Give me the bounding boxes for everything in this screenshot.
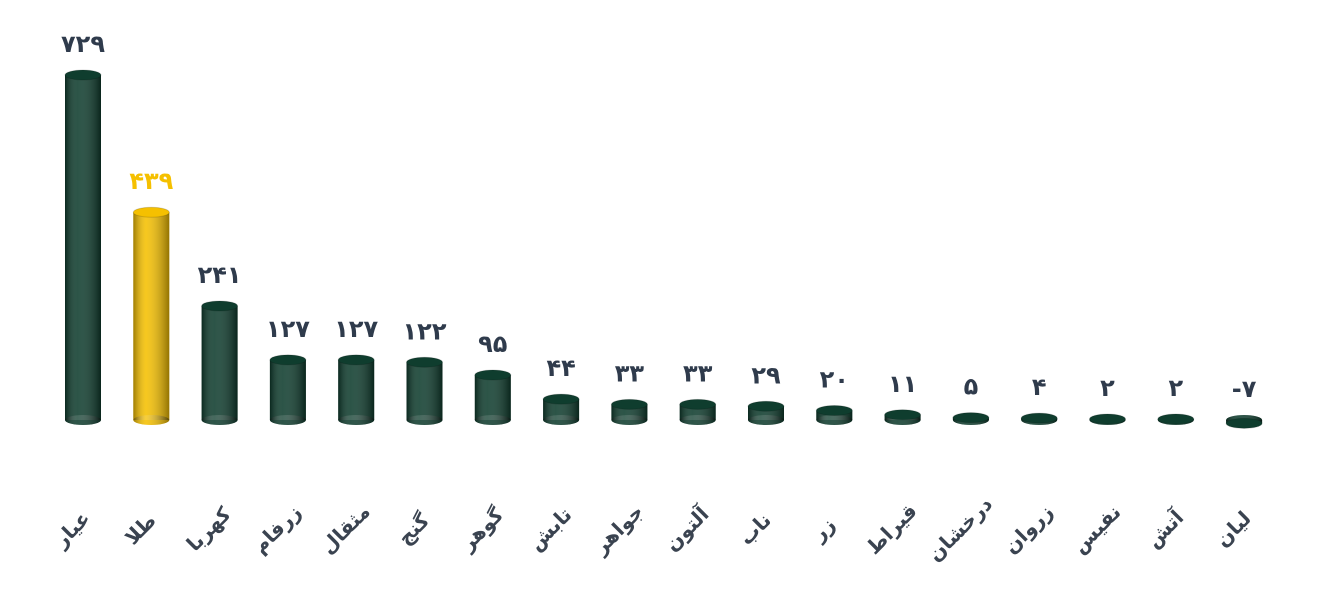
bar-shade bbox=[269, 359, 306, 420]
value-label: ۳۳ bbox=[683, 359, 713, 387]
bar-base-shade bbox=[748, 415, 784, 425]
bar-cap bbox=[1157, 413, 1195, 425]
value-label: ۲ bbox=[1100, 374, 1115, 402]
bar-base-shade bbox=[133, 415, 170, 425]
category-label: لیان bbox=[1210, 506, 1255, 551]
bar-base-shade bbox=[816, 415, 853, 425]
bar-cap bbox=[64, 69, 102, 81]
value-label: ۲ bbox=[1168, 374, 1183, 402]
bar-base-shade bbox=[543, 415, 580, 425]
bar-shade bbox=[474, 375, 511, 420]
bar-cap bbox=[747, 400, 785, 412]
bar-base-shade bbox=[406, 415, 443, 425]
value-label: ۴۳۹ bbox=[129, 167, 173, 195]
bar-base-shade bbox=[679, 415, 716, 425]
bar-shade bbox=[543, 399, 580, 420]
category-label: قیراط bbox=[861, 499, 921, 559]
category-label: زر bbox=[806, 512, 840, 546]
bar-cap bbox=[542, 393, 580, 405]
bar-cap bbox=[337, 354, 375, 366]
value-label: ۱۲۷ bbox=[266, 315, 310, 343]
bar-base-shade bbox=[201, 415, 238, 425]
bar-shade bbox=[406, 362, 443, 420]
bar-base-shade bbox=[474, 415, 511, 425]
bar-cap bbox=[679, 398, 717, 410]
bar-cap bbox=[1225, 417, 1263, 429]
bar-cap bbox=[1020, 412, 1058, 424]
bar-cap bbox=[952, 412, 990, 424]
value-label: ۹۵ bbox=[478, 330, 507, 358]
bar-base-shade bbox=[269, 415, 306, 425]
value-label: ۱۲۷ bbox=[334, 315, 378, 343]
category-label: آتش bbox=[1140, 504, 1189, 553]
bar-base-shade bbox=[338, 415, 375, 425]
bar-cap bbox=[201, 300, 239, 312]
category-label: عیار bbox=[48, 506, 95, 553]
category-label: گوهر bbox=[455, 502, 509, 556]
value-label: ۵ bbox=[964, 373, 979, 401]
bar-cap bbox=[610, 398, 648, 410]
category-label: نفیس bbox=[1067, 500, 1125, 558]
bar-cap bbox=[815, 405, 853, 417]
bar-cap bbox=[269, 354, 307, 366]
value-label: -۷ bbox=[1232, 375, 1257, 403]
bar-shade bbox=[133, 212, 170, 420]
value-label: ۴ bbox=[1032, 373, 1047, 401]
bar-cap bbox=[132, 206, 170, 218]
category-label: گنج bbox=[393, 508, 434, 549]
category-label: زرفام bbox=[248, 500, 306, 558]
value-label: ۲۹ bbox=[751, 361, 781, 389]
bar-cap bbox=[406, 356, 443, 368]
value-label: ۱۲۲ bbox=[403, 317, 447, 345]
category-label: کهربا bbox=[182, 502, 236, 556]
category-label: تابش bbox=[524, 502, 577, 555]
category-label: مثقال bbox=[316, 499, 375, 558]
bar-base-shade bbox=[611, 415, 648, 425]
value-label: ۲۴۱ bbox=[198, 261, 242, 289]
category-label: آلتون bbox=[659, 501, 714, 556]
category-label: جواهر bbox=[588, 499, 648, 559]
category-label: درخشان bbox=[923, 492, 997, 566]
value-label: ۴۴ bbox=[546, 354, 575, 382]
bar-shade bbox=[338, 359, 375, 420]
bar-cap bbox=[474, 369, 512, 381]
value-label: ۲۰ bbox=[820, 366, 849, 394]
bar-cap bbox=[884, 409, 922, 421]
value-label: ۱۱ bbox=[888, 370, 917, 398]
category-label: ناب bbox=[734, 508, 776, 550]
category-label: زروان bbox=[999, 499, 1058, 558]
bar-base-shade bbox=[65, 415, 101, 425]
value-label: ۷۲۹ bbox=[61, 30, 105, 58]
value-label: ۳۳ bbox=[615, 359, 645, 387]
bar-shade bbox=[65, 75, 101, 420]
bar-cap bbox=[1089, 413, 1126, 425]
category-label: طلا bbox=[120, 508, 161, 549]
bar-shade bbox=[201, 305, 238, 420]
